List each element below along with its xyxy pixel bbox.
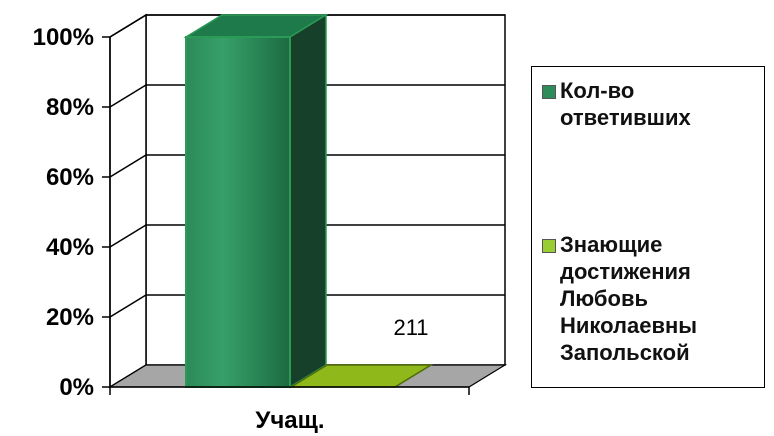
y-axis-ticks (102, 36, 470, 395)
gridline (109, 14, 505, 38)
y-tick-label: 20% (46, 304, 94, 331)
legend-swatch-respondents (542, 85, 556, 99)
bar-front-face (185, 36, 291, 388)
side-wall (109, 13, 147, 389)
x-category-label: Учащ. (255, 407, 324, 434)
y-tick-label: 100% (33, 24, 94, 51)
gridline (109, 224, 505, 248)
bar-side-face (289, 13, 327, 389)
gridline (109, 154, 505, 178)
data-label: 211 (393, 315, 428, 340)
legend: Кол-во ответивших Знающие достижения Люб… (531, 66, 765, 388)
legend-label-knowing: Знающие достижения Любовь Николаевны Зап… (560, 232, 698, 365)
legend-swatch-knowing (542, 239, 556, 253)
bar-respondents (183, 13, 329, 389)
y-tick-label: 80% (46, 94, 94, 121)
legend-label-respondents: Кол-во ответивших (560, 78, 691, 130)
y-tick-label: 0% (59, 374, 94, 401)
chart-bars (183, 13, 434, 389)
y-tick-label: 60% (46, 164, 94, 191)
gridline (109, 84, 505, 108)
gridline (109, 294, 505, 318)
chart-gridlines (109, 14, 505, 318)
y-tick-label: 40% (46, 234, 94, 261)
chart-labels: 0% 20% 40% 60% 80% 100% 211 Учащ. (33, 24, 429, 434)
